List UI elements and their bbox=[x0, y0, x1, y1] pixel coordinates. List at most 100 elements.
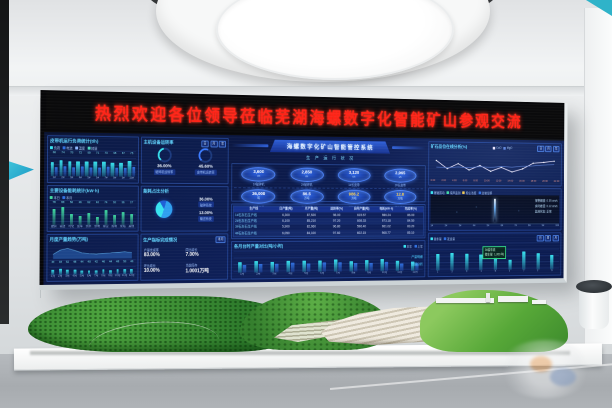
bar bbox=[130, 214, 133, 226]
control-room-scene: 热烈欢迎各位领导莅临芜湖海螺数字化智能矿山参观交流 皮带机运行负荷统计(t/h)… bbox=[0, 0, 612, 408]
bar-group: 78 破碎 bbox=[50, 200, 59, 230]
donut-gauge: 36.00% 破碎机运转率 bbox=[153, 147, 175, 175]
x-label: 4# bbox=[473, 225, 476, 229]
bar-group: 67 9# bbox=[119, 151, 128, 180]
gauge-label: 2#破碎机 bbox=[301, 182, 313, 187]
chart-legend: 装车量 发运量 bbox=[430, 237, 455, 242]
bar-category: 5# bbox=[87, 176, 90, 180]
toggle-chip[interactable]: 日 bbox=[201, 140, 209, 146]
panel-grade-analysis: 矿石品位在线分析(%) CaO MgO 日月年 0:00 2:00 4:00 6:00 8… bbox=[428, 141, 562, 186]
pie-callout: 13.00% 输送系统 bbox=[198, 210, 213, 221]
panel-output-trend: 月度产量趋势(万吨) 46 1月 58 2月 52 3月 48 4月 44 5月 40 6月 42 7月 4… bbox=[46, 234, 138, 282]
bar bbox=[334, 260, 338, 272]
chart-legend: CaO MgO bbox=[493, 146, 512, 150]
panel-link[interactable]: 产量明细 bbox=[411, 254, 422, 259]
panel-loading-stats: 装车量 发运量 日周月 123456789 3#装车线 装车量: 1,260 吨 bbox=[428, 233, 562, 278]
bar bbox=[111, 162, 114, 176]
bar-group: 6月 bbox=[314, 250, 330, 275]
bar-group: 66 泵站 bbox=[119, 200, 128, 229]
gauge-unit: t/h bbox=[399, 176, 402, 179]
bar bbox=[102, 161, 105, 176]
bar-category: 5月 bbox=[80, 275, 85, 279]
panel-header: 主机设备运转率 日月年 bbox=[143, 140, 226, 148]
gauge: 3,120 t/h 1#长皮带 bbox=[330, 167, 377, 187]
bar bbox=[465, 253, 468, 270]
bar-group: 48 10月 bbox=[114, 259, 121, 278]
bar-group: 58 2月 bbox=[57, 260, 64, 279]
bar-category: 10# bbox=[129, 176, 134, 180]
toggle-chip[interactable]: 日 bbox=[537, 146, 544, 152]
led-screen: 热烈欢迎各位领导莅临芜湖海螺数字化智能矿山参观交流 皮带机运行负荷统计(t/h)… bbox=[39, 90, 567, 290]
legend-swatch bbox=[50, 196, 53, 199]
gauge-unit: t/h bbox=[353, 176, 356, 179]
stat-value: 83.00% bbox=[144, 252, 184, 258]
donut-ring bbox=[199, 148, 213, 163]
bar-chart-body: 1月 2月 3月 4月 5月 6月 7月 8月 9月 10月 11月 12月 bbox=[234, 250, 423, 277]
bar-group: 1 bbox=[430, 243, 445, 275]
watermark-orange-blob bbox=[530, 356, 552, 372]
bar-group: 66 1# bbox=[50, 150, 59, 180]
panel-link[interactable]: 数据分析 bbox=[411, 261, 422, 266]
gauge-oval: 3,120 t/h bbox=[338, 168, 371, 182]
x-label: 10# bbox=[555, 225, 559, 229]
legend-item: CaO bbox=[493, 146, 502, 150]
bar bbox=[59, 161, 62, 176]
panel-header: 装车量 发运量 日周月 bbox=[430, 235, 559, 242]
mine-terrain-model bbox=[28, 290, 568, 356]
toggle-chip[interactable]: 月 bbox=[545, 146, 552, 152]
legend-swatch bbox=[62, 196, 65, 199]
toggle-chip[interactable]: 日 bbox=[537, 235, 544, 241]
bar-category: 供电 bbox=[94, 225, 100, 229]
bar-category: 7月 bbox=[336, 272, 340, 276]
x-label: 20:00 bbox=[542, 180, 548, 184]
toggle-chip[interactable]: 月 bbox=[210, 141, 218, 147]
donut-percent: 36.00% bbox=[157, 163, 172, 168]
gauge-unit: t/h bbox=[257, 175, 260, 178]
bar-category: 1# bbox=[53, 176, 56, 180]
x-label: 4:00 bbox=[452, 179, 457, 183]
bar bbox=[522, 252, 525, 270]
bar-group: 56 均化 bbox=[67, 200, 76, 230]
panel-title: 月度产量趋势(万吨) bbox=[49, 237, 88, 243]
line-x-labels: 0:00 2:00 4:00 6:00 8:00 10:00 12:00 14:00 16:00… bbox=[431, 179, 560, 184]
bar bbox=[370, 263, 373, 272]
x-label: 2:00 bbox=[441, 179, 446, 183]
bar-category: 均化 bbox=[68, 225, 74, 229]
panel-header: 生产指标完成情况 本月 bbox=[143, 237, 226, 244]
legend-label: 装车量 bbox=[434, 237, 442, 242]
period-chip[interactable]: 本月 bbox=[215, 237, 225, 243]
bar bbox=[550, 255, 553, 269]
legend-swatch bbox=[503, 147, 505, 150]
dashboard-center-column: 海螺数字化矿山智能管控系统 生 产 运 行 状 况 3,600 t/h 1#破碎机 2… bbox=[231, 138, 426, 280]
toggle-chip[interactable]: 月 bbox=[552, 235, 559, 241]
x-label: 18:00 bbox=[531, 180, 537, 184]
mine-dashboard: 皮带机运行负荷统计(t/h) 负荷 电流 温度 转速 66 1# 74 2# 70 3# 72 4#… bbox=[43, 132, 564, 285]
gauge-unit: 万吨 bbox=[398, 198, 403, 201]
bar-category: 8月 bbox=[352, 272, 356, 276]
bar-category: 5月 bbox=[304, 272, 308, 276]
legend-swatch bbox=[87, 147, 90, 150]
toggle-chip[interactable]: 年 bbox=[219, 141, 226, 147]
bar bbox=[307, 263, 311, 272]
toggle-chip[interactable]: 年 bbox=[553, 146, 560, 152]
bar bbox=[107, 167, 110, 176]
legend-swatch bbox=[414, 245, 417, 248]
bar-category: 供水 bbox=[86, 225, 92, 229]
production-data-table: 生产线 日产量(吨) 月产量(吨) 运转率(%) 台时产量(吨) 电耗(kW·h) 完成率(… bbox=[233, 205, 424, 237]
kpi-stats-grid: 产量完成率 83.00% 同比增长 7.00% 环比增长 10.00% 当前库存 1.0001… bbox=[143, 244, 226, 278]
toggle-chip[interactable]: 周 bbox=[545, 235, 552, 241]
bar-group: 8 bbox=[531, 242, 545, 273]
bar-category: 1月 bbox=[240, 273, 244, 277]
left-row-1: 皮带机运行负荷统计(t/h) 负荷 电流 温度 转速 66 1# 74 2# 70 3# 72 4#… bbox=[47, 135, 229, 184]
bar-group: 72 4# bbox=[76, 150, 85, 180]
gauge-oval: 986.2 万吨 bbox=[337, 190, 370, 204]
gauge-oval: 2,850 t/h bbox=[290, 167, 324, 182]
panel-header: 能耗占比分析 bbox=[143, 188, 226, 194]
bar bbox=[338, 262, 342, 272]
bar-category: 7# bbox=[104, 176, 107, 180]
bar bbox=[52, 209, 55, 225]
bar-category: 11月 bbox=[122, 274, 128, 278]
gauge-unit: 吨 bbox=[257, 197, 260, 200]
bar-group: 88 输送 bbox=[58, 200, 67, 230]
stat-item: 产量完成率 83.00% bbox=[144, 247, 184, 258]
